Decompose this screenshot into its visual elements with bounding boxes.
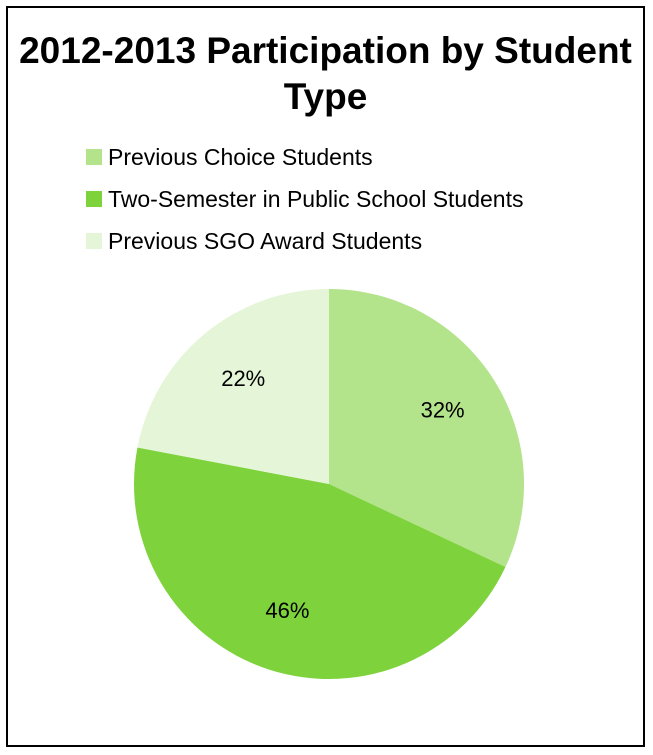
legend-item-previous-choice: Previous Choice Students (86, 136, 523, 178)
legend-swatch-previous-sgo (86, 233, 102, 249)
pie-label-previous-choice: 32% (421, 398, 465, 423)
pie-label-two-semester: 46% (265, 598, 309, 623)
pie-slice-two-semester (133, 447, 506, 680)
legend-swatch-two-semester (86, 191, 102, 207)
legend-label-previous-choice: Previous Choice Students (108, 143, 373, 170)
legend-label-previous-sgo: Previous SGO Award Students (108, 227, 423, 254)
legend: Previous Choice Students Two-Semester in… (86, 136, 523, 262)
pie-label-previous-sgo: 22% (221, 366, 265, 391)
pie-labels: 32% 46% 22% (221, 366, 464, 623)
pie-slice-previous-sgo (137, 289, 329, 484)
legend-item-previous-sgo: Previous SGO Award Students (86, 220, 523, 262)
chart-title-text: 2012-2013 Participation by Student Type (19, 30, 632, 117)
legend-label-two-semester: Two-Semester in Public School Students (108, 185, 524, 212)
legend-item-two-semester: Two-Semester in Public School Students (86, 178, 523, 220)
pie-slices (133, 289, 524, 680)
legend-swatch-previous-choice (86, 149, 102, 165)
chart-title: 2012-2013 Participation by Student Type (8, 28, 643, 120)
pie-slice-previous-choice (329, 289, 524, 568)
